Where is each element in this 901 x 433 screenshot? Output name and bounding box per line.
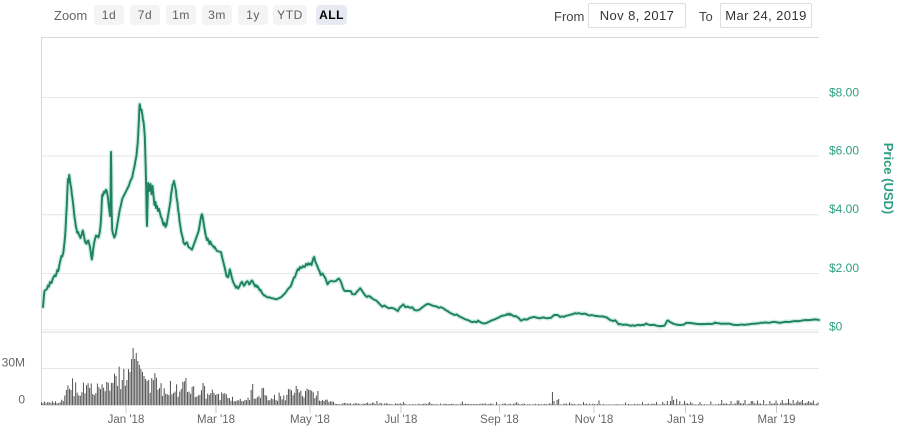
svg-text:$4.00: $4.00: [829, 202, 859, 216]
svg-text:0: 0: [18, 393, 25, 407]
svg-text:$8.00: $8.00: [829, 85, 859, 99]
svg-text:30M: 30M: [2, 356, 25, 370]
svg-text:$2.00: $2.00: [829, 261, 859, 275]
svg-text:May '18: May '18: [290, 414, 330, 426]
svg-text:Jul '18: Jul '18: [385, 414, 418, 426]
svg-text:Jan '18: Jan '18: [108, 414, 145, 426]
svg-text:Price (USD): Price (USD): [881, 143, 896, 215]
svg-text:Sep '18: Sep '18: [480, 414, 519, 426]
svg-text:Jan '19: Jan '19: [667, 414, 704, 426]
svg-text:Mar '18: Mar '18: [197, 414, 235, 426]
svg-text:Mar '19: Mar '19: [758, 414, 796, 426]
svg-text:$0: $0: [829, 319, 843, 333]
svg-text:Nov '18: Nov '18: [575, 414, 614, 426]
svg-text:$6.00: $6.00: [829, 143, 859, 157]
